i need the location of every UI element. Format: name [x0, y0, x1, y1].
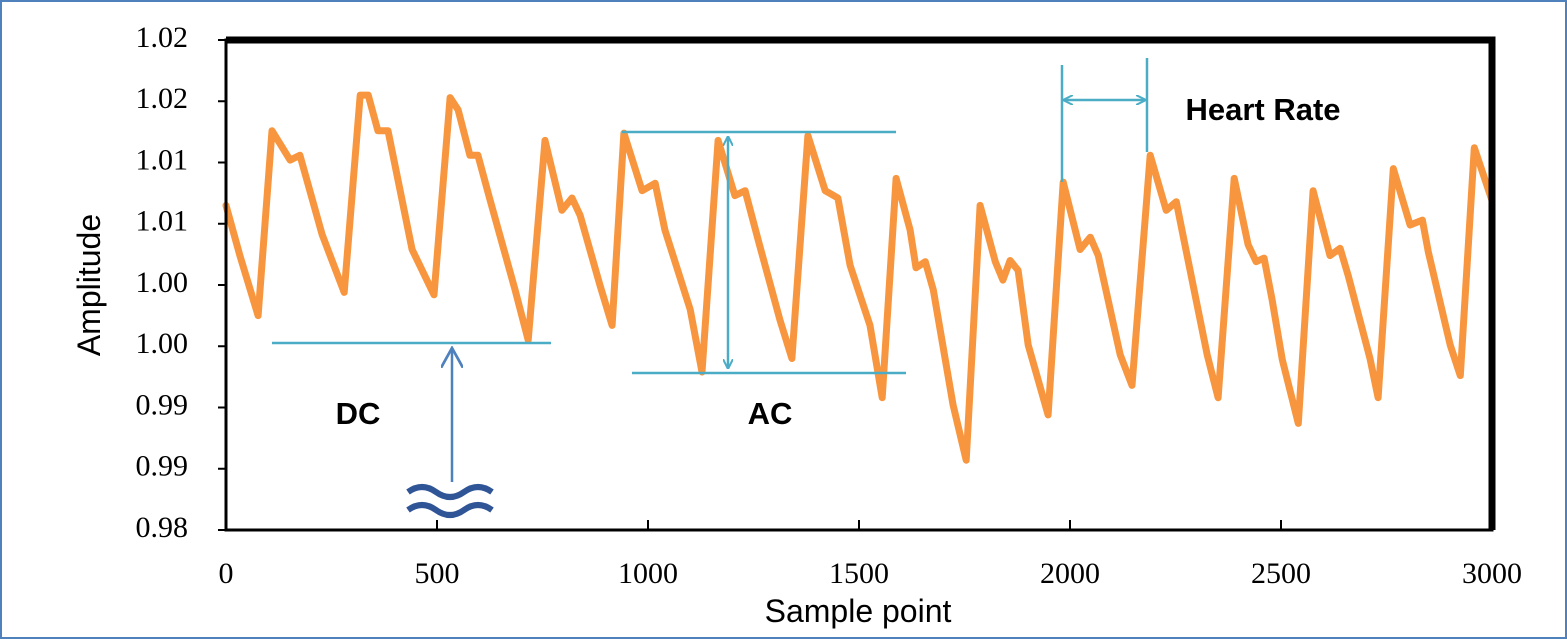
plot-area: 0.98 0.99 0.99 1.00 1.00 1.01 1.01 1.02 1.02 0 500… — [136, 21, 1523, 590]
y-tick-label: 0.99 — [136, 388, 189, 421]
x-tick-label: 2500 — [1251, 557, 1311, 590]
wave-symbol — [406, 484, 494, 518]
ac-label: AC — [748, 396, 793, 431]
x-tick-label: 2000 — [1040, 557, 1100, 590]
y-tick-label: 1.00 — [136, 266, 189, 299]
y-tick-label: 1.01 — [136, 143, 189, 176]
x-tick-label: 3000 — [1462, 557, 1522, 590]
y-tick-label: 1.02 — [136, 82, 189, 115]
x-tick-label: 1000 — [618, 557, 678, 590]
x-tick-label: 0 — [219, 557, 234, 590]
y-tick-label: 1.00 — [136, 327, 189, 360]
x-tick-label: 1500 — [829, 557, 889, 590]
x-tick-label: 500 — [415, 557, 460, 590]
y-tick-label: 1.01 — [136, 205, 189, 238]
y-tick-label: 1.02 — [136, 21, 189, 54]
hr-label: Heart Rate — [1185, 92, 1340, 127]
dc-label: DC — [336, 396, 381, 431]
data-line — [222, 91, 1496, 464]
y-tick-label: 0.99 — [136, 450, 189, 483]
y-tick-label: 0.98 — [136, 511, 189, 544]
plot-frame-heavy — [226, 36, 1496, 530]
x-axis-label: Sample point — [765, 593, 952, 629]
y-axis-label: Amplitude — [71, 214, 107, 356]
